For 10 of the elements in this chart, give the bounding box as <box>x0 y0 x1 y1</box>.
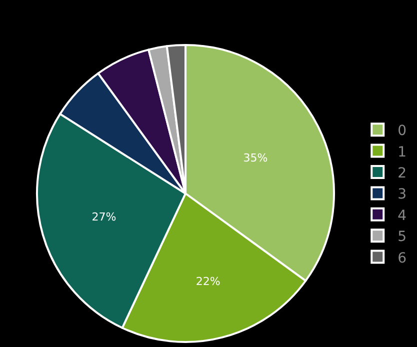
legend-label: 3 <box>398 186 407 203</box>
legend-label: 6 <box>398 250 407 266</box>
legend-label: 4 <box>398 208 407 224</box>
data-label: 27% <box>92 210 116 224</box>
data-label: 35% <box>243 151 268 164</box>
legend-label: 1 <box>398 144 407 160</box>
data-label: 22% <box>196 274 220 288</box>
legend-label: 0 <box>398 123 407 140</box>
legend-label: 2 <box>398 165 407 182</box>
legend-label: 5 <box>398 229 407 246</box>
